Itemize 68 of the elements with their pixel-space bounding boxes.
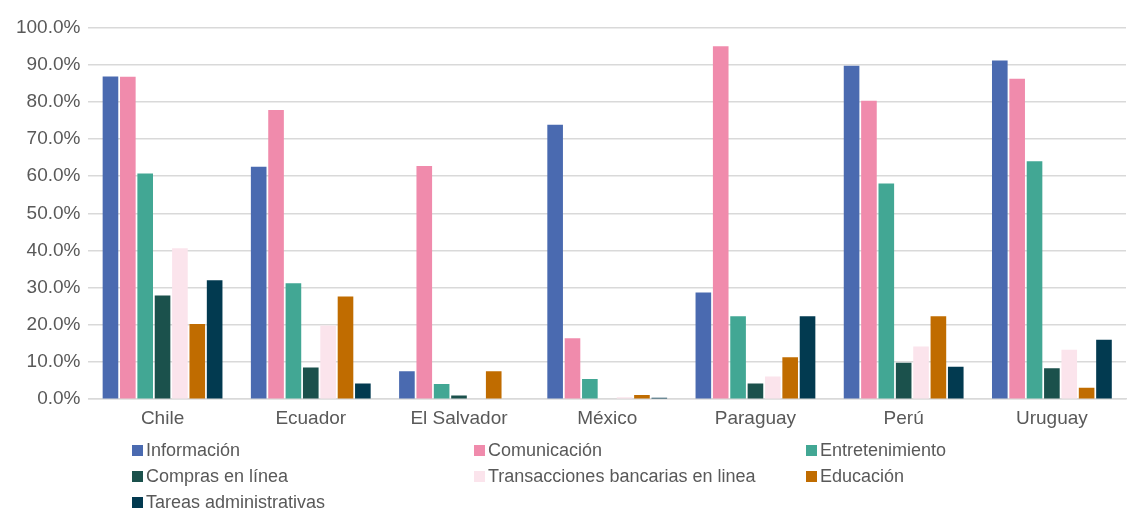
bar [730, 316, 746, 399]
legend-label: Comunicación [488, 439, 603, 462]
bar [285, 283, 302, 399]
legend-label: Tareas administrativas [146, 491, 326, 513]
x-tick-label: Ecuador [275, 406, 347, 428]
bar [1026, 161, 1043, 399]
y-tick-label: 90.0% [26, 52, 81, 74]
x-tick-label: Uruguay [1015, 406, 1089, 428]
bar [399, 371, 415, 399]
y-tick-label: 60.0% [26, 164, 81, 186]
bar [843, 65, 860, 399]
bar [433, 383, 450, 399]
bar [1044, 368, 1060, 399]
bar [799, 316, 816, 399]
bar [582, 379, 598, 399]
bar [172, 248, 188, 399]
bar [895, 362, 912, 399]
bar [268, 109, 284, 399]
bar [913, 346, 929, 399]
bar [747, 383, 764, 399]
bar [416, 166, 433, 399]
bar [337, 296, 354, 399]
bar [137, 173, 153, 399]
bar [206, 280, 223, 399]
bar [302, 367, 319, 399]
y-tick-label: 10.0% [26, 350, 81, 372]
x-tick-label: México [577, 406, 638, 428]
bar [695, 292, 712, 399]
x-tick-label: Paraguay [714, 406, 797, 428]
y-tick-label: 20.0% [26, 313, 81, 335]
bar [1009, 78, 1025, 399]
bar [634, 395, 650, 399]
y-tick-label: 80.0% [26, 89, 81, 111]
bar [451, 395, 467, 399]
bar [764, 376, 781, 399]
bar [712, 46, 729, 399]
y-tick-label: 50.0% [26, 201, 81, 223]
bar [355, 383, 371, 399]
y-tick-label: 70.0% [26, 127, 81, 149]
bar [485, 371, 502, 399]
bar [782, 357, 798, 399]
bar [947, 366, 964, 399]
bar [250, 166, 267, 399]
bar [120, 76, 136, 399]
bar [189, 324, 206, 399]
bar [154, 295, 171, 399]
bar [1096, 339, 1112, 399]
bar [878, 183, 895, 399]
bar [991, 60, 1008, 399]
bar [320, 325, 336, 399]
y-tick-label: 0.0% [37, 387, 81, 409]
y-tick-label: 100.0% [15, 15, 81, 37]
bar [930, 316, 947, 399]
bar [861, 100, 877, 399]
bar [564, 338, 581, 399]
legend-label: Educación [820, 465, 905, 488]
legend-label: Transacciones bancarias en linea [488, 465, 756, 488]
bar [547, 124, 563, 399]
x-tick-label: Perú [883, 406, 924, 428]
legend-label: Información [146, 439, 241, 462]
bar [1061, 349, 1078, 399]
bar [102, 76, 119, 399]
y-tick-label: 40.0% [26, 238, 81, 260]
legend-label: Entretenimiento [820, 439, 947, 462]
legend-label: Compras en línea [146, 465, 289, 488]
x-tick-label: El Salvador [410, 406, 509, 428]
y-tick-label: 30.0% [26, 275, 81, 297]
x-tick-label: Chile [140, 406, 185, 428]
